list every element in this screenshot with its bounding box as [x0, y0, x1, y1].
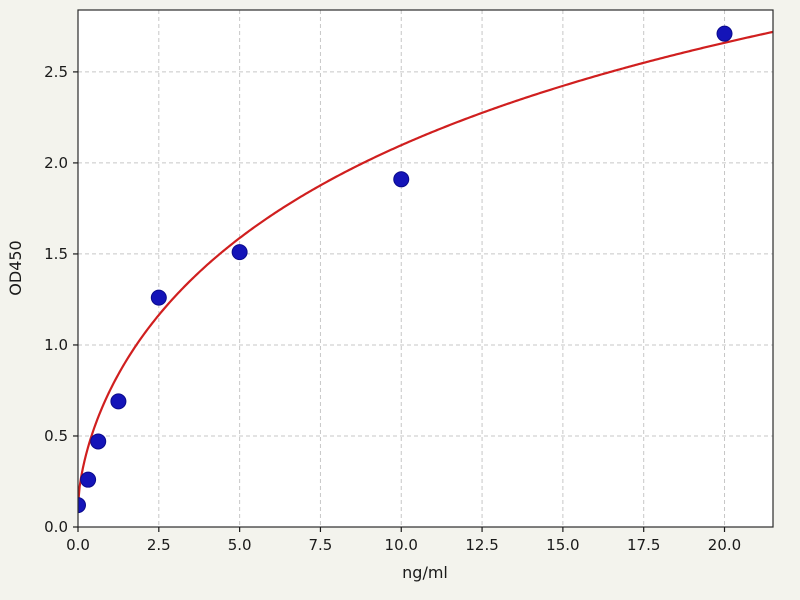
x-axis-label: ng/ml [402, 563, 448, 582]
data-point [716, 25, 733, 42]
data-point [393, 171, 410, 188]
x-tick-label: 0.0 [66, 536, 90, 554]
y-axis-label: OD450 [6, 240, 25, 295]
x-tick-label: 17.5 [627, 536, 660, 554]
data-point [90, 433, 107, 450]
x-tick-label: 7.5 [309, 536, 333, 554]
data-point [80, 471, 97, 488]
plot-area [78, 10, 773, 527]
data-point [150, 289, 167, 306]
y-tick-label: 1.5 [44, 245, 68, 263]
y-tick-label: 0.0 [44, 518, 68, 536]
data-point [110, 393, 127, 410]
x-tick-label: 5.0 [228, 536, 252, 554]
data-point [78, 497, 86, 514]
fit-curve-layer [78, 30, 773, 506]
plot-border [77, 9, 774, 528]
axes-spines [77, 9, 774, 528]
x-tick-label: 12.5 [465, 536, 498, 554]
x-tick-label: 20.0 [708, 536, 741, 554]
y-tick-label: 0.5 [44, 427, 68, 445]
fitted-curve [78, 30, 773, 506]
y-tick-label: 2.0 [44, 154, 68, 172]
x-tick-label: 15.0 [546, 536, 579, 554]
y-tick-label: 2.5 [44, 63, 68, 81]
x-tick-label: 2.5 [147, 536, 171, 554]
y-tick-label: 1.0 [44, 336, 68, 354]
scatter-points-layer [78, 25, 733, 514]
x-tick-label: 10.0 [385, 536, 418, 554]
tick-marks-and-labels: 0.0 2.5 5.0 7.5 10.0 12.5 15.0 17.5 20.0 0.0 0.5 1.… [44, 63, 741, 554]
data-point [231, 244, 248, 261]
